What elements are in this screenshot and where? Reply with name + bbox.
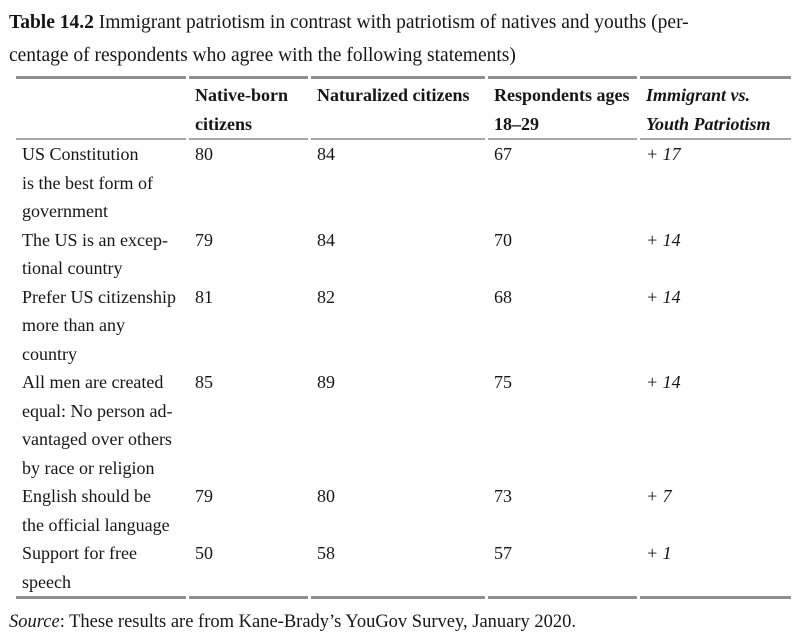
- immigrant-vs-youth-value: + 14: [646, 286, 681, 307]
- native-born-value: 85: [195, 372, 213, 392]
- native-born-value: 80: [195, 144, 213, 164]
- immigrant-vs-youth-value: + 17: [646, 144, 681, 164]
- column-header-statement: [16, 76, 186, 140]
- table-caption: Table 14.2 Immigrant patriotism in contr…: [9, 6, 803, 72]
- table-caption-text: Immigrant patriotism in contrast with pa…: [9, 12, 689, 66]
- table-row: Support for free speech 50 58 57 + 1: [16, 539, 791, 599]
- column-header-immigrant-vs-youth: Immigrant vs. Youth Patriotism: [640, 76, 791, 140]
- table-row: Prefer US citizenship more than any coun…: [16, 283, 791, 369]
- immigrant-vs-youth-value: + 14: [646, 372, 681, 392]
- native-born-value: 81: [195, 286, 213, 307]
- table-row: The US is an excep- tional country 79 84…: [16, 226, 791, 283]
- naturalized-value: 58: [311, 539, 485, 599]
- ages-18-29-value: 73: [494, 486, 512, 506]
- source-note-label: Source: [9, 612, 60, 632]
- statement-cell: English should be the official language: [22, 486, 170, 535]
- table-row: English should be the official language …: [16, 482, 791, 539]
- page: Table 14.2 Immigrant patriotism in contr…: [0, 6, 811, 634]
- immigrant-vs-youth-value: + 14: [646, 229, 681, 250]
- immigrant-vs-youth-value: + 7: [646, 486, 672, 506]
- table-caption-label: Table 14.2: [9, 12, 94, 33]
- source-note-text: : These results are from Kane-Brady’s Yo…: [59, 612, 577, 632]
- naturalized-value: 84: [317, 144, 335, 164]
- naturalized-value: 89: [317, 372, 335, 392]
- header-row: Native-born citizens Naturalized citizen…: [16, 76, 791, 140]
- source-note: Source: These results are from Kane-Brad…: [9, 608, 803, 634]
- ages-18-29-value: 57: [488, 539, 637, 599]
- statement-cell: Support for free speech: [16, 539, 186, 599]
- statement-cell: The US is an excep- tional country: [22, 229, 168, 279]
- native-born-value: 79: [195, 486, 213, 506]
- column-header-native-born: Native-born citizens: [189, 76, 308, 140]
- ages-18-29-value: 75: [494, 372, 512, 392]
- immigrant-vs-youth-value: + 1: [640, 539, 791, 599]
- naturalized-value: 84: [317, 229, 335, 250]
- native-born-value: 79: [195, 229, 213, 250]
- native-born-value: 50: [189, 539, 308, 599]
- table-row: US Constitution is the best form of gove…: [16, 140, 791, 226]
- statement-cell: US Constitution is the best form of gove…: [22, 144, 153, 221]
- ages-18-29-value: 68: [494, 286, 512, 307]
- ages-18-29-value: 67: [494, 144, 512, 164]
- statement-cell: All men are created equal: No person ad-…: [22, 372, 173, 478]
- column-header-ages-18-29: Respondents ages 18–29: [488, 76, 637, 140]
- statement-cell: Prefer US citizenship more than any coun…: [22, 286, 176, 364]
- column-header-naturalized: Naturalized citizens: [311, 76, 485, 140]
- naturalized-value: 80: [317, 486, 335, 506]
- ages-18-29-value: 70: [494, 229, 512, 250]
- data-table: Native-born citizens Naturalized citizen…: [13, 76, 794, 599]
- naturalized-value: 82: [317, 286, 335, 307]
- table-row: All men are created equal: No person ad-…: [16, 368, 791, 482]
